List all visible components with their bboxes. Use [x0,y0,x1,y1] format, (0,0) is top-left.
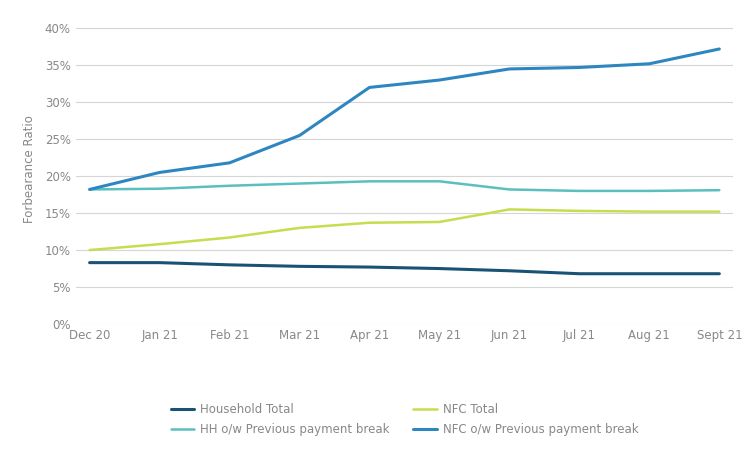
NFC Total [365,220,374,225]
NFC o/w Previous payment break [295,133,304,138]
HH o/w Previous payment break [225,183,234,189]
NFC Total [645,209,654,214]
NFC Total [295,225,304,230]
NFC Total [155,242,164,247]
HH o/w Previous payment break [85,187,94,192]
NFC o/w Previous payment break [714,46,723,52]
Line: NFC o/w Previous payment break: NFC o/w Previous payment break [90,49,719,189]
Line: NFC Total: NFC Total [90,209,719,250]
HH o/w Previous payment break [435,179,444,184]
HH o/w Previous payment break [365,179,374,184]
NFC o/w Previous payment break [225,160,234,166]
NFC o/w Previous payment break [505,66,514,72]
HH o/w Previous payment break [645,188,654,194]
Household Total [505,268,514,274]
NFC Total [714,209,723,214]
Household Total [295,264,304,269]
NFC o/w Previous payment break [365,85,374,90]
Legend: Household Total, HH o/w Previous payment break, NFC Total, NFC o/w Previous paym: Household Total, HH o/w Previous payment… [171,403,638,436]
HH o/w Previous payment break [505,187,514,192]
NFC Total [505,207,514,212]
Household Total [714,271,723,276]
HH o/w Previous payment break [295,181,304,186]
NFC Total [85,248,94,253]
Household Total [435,266,444,271]
NFC Total [435,219,444,225]
Household Total [365,264,374,270]
Household Total [155,260,164,265]
NFC Total [575,208,584,214]
NFC o/w Previous payment break [575,65,584,70]
NFC o/w Previous payment break [645,61,654,67]
Household Total [645,271,654,276]
Household Total [225,262,234,268]
Household Total [85,260,94,265]
NFC o/w Previous payment break [85,187,94,192]
NFC o/w Previous payment break [155,170,164,175]
NFC o/w Previous payment break [435,77,444,83]
Line: HH o/w Previous payment break: HH o/w Previous payment break [90,181,719,191]
NFC Total [225,235,234,240]
HH o/w Previous payment break [714,188,723,193]
HH o/w Previous payment break [155,186,164,191]
HH o/w Previous payment break [575,188,584,194]
Household Total [575,271,584,276]
Y-axis label: Forbearance Ratio: Forbearance Ratio [23,115,36,223]
Line: Household Total: Household Total [90,263,719,274]
